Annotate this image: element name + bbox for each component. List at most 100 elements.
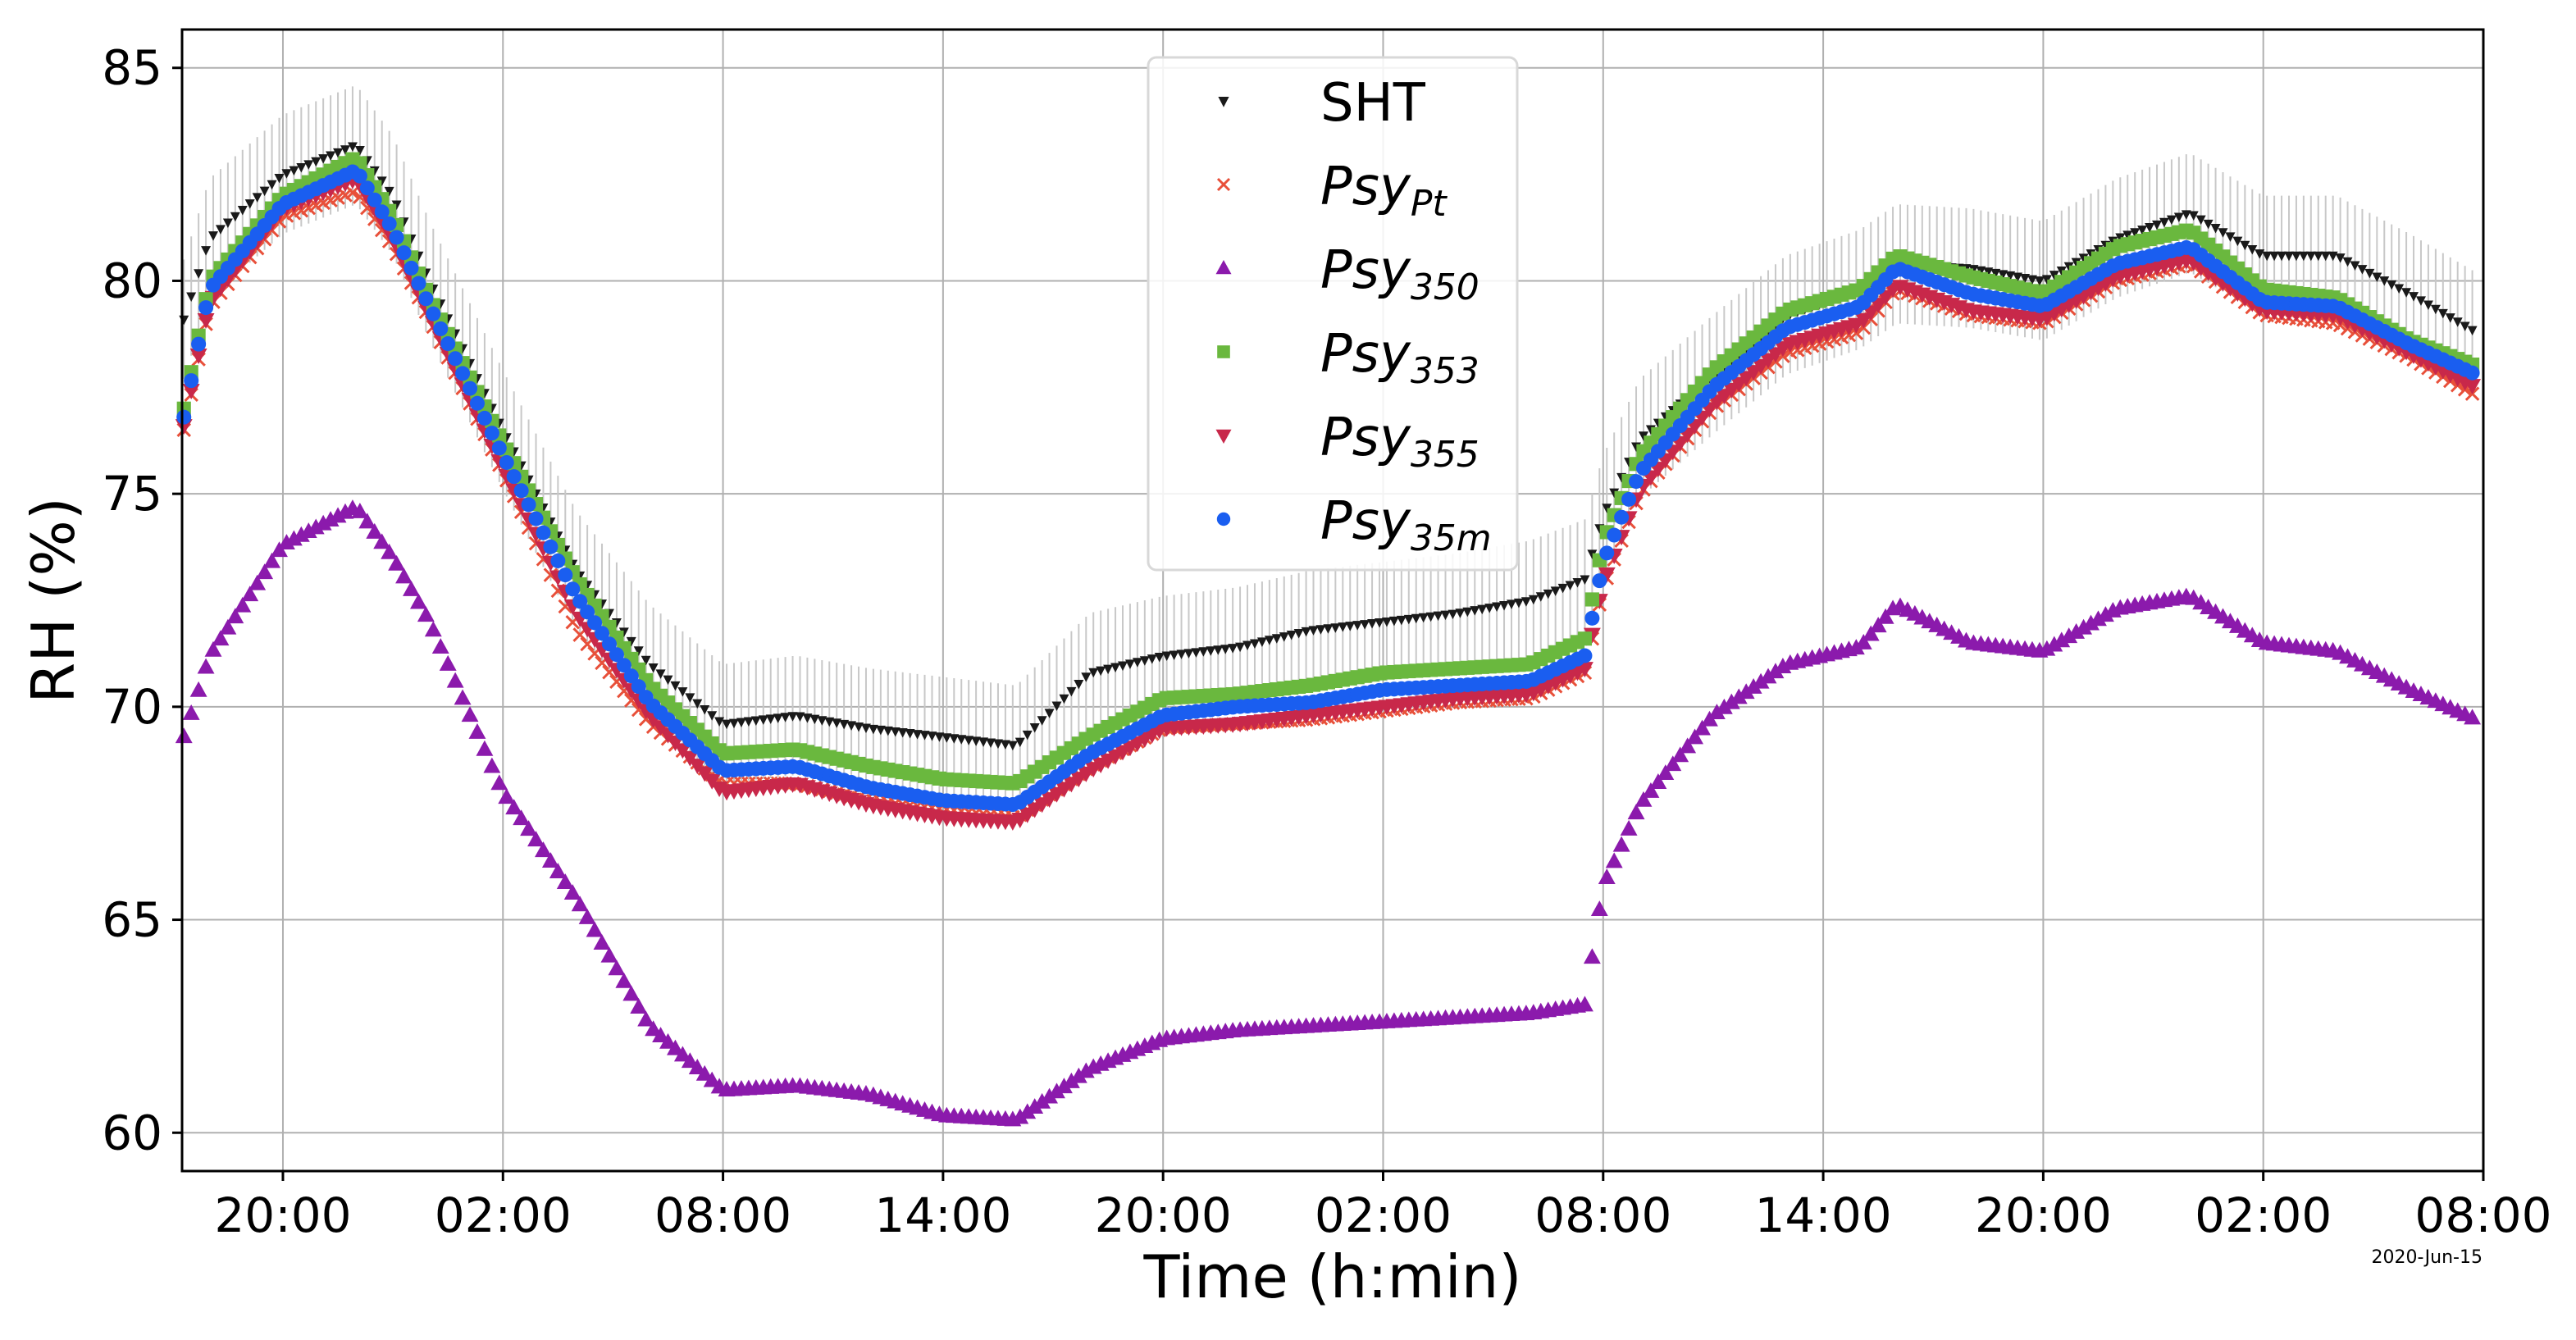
data-point — [376, 176, 387, 186]
data-point — [1598, 567, 1616, 583]
x-tick-label: 20:00 — [1095, 1187, 1232, 1243]
data-point — [396, 245, 412, 261]
data-point — [1176, 649, 1187, 659]
data-point — [490, 774, 508, 791]
data-point — [1577, 648, 1593, 663]
data-point — [1330, 623, 1341, 633]
data-point — [175, 727, 193, 744]
data-point — [527, 831, 545, 847]
data-point — [677, 687, 688, 697]
data-point — [2225, 232, 2236, 242]
data-point — [359, 180, 375, 196]
data-point — [685, 693, 695, 703]
data-point — [736, 718, 746, 728]
data-point — [403, 581, 420, 596]
data-point — [1730, 688, 1748, 704]
data-point — [912, 730, 923, 740]
data-point — [403, 260, 419, 276]
x-tick-labels: 20:00 02:00 08:00 14:00 20:00 02:00 08:00 14:00… — [214, 1171, 2552, 1243]
data-point — [2130, 228, 2141, 238]
data-point — [2166, 215, 2177, 226]
legend-marker-Psy_350 — [1215, 260, 1232, 275]
data-point — [2020, 274, 2031, 284]
data-point — [571, 896, 589, 912]
data-point — [1707, 704, 1726, 720]
data-point — [381, 543, 399, 559]
data-point — [578, 908, 596, 924]
x-tick-label: 14:00 — [1755, 1187, 1892, 1243]
data-point — [252, 193, 262, 203]
data-point — [1440, 610, 1451, 621]
data-point — [1048, 1082, 1065, 1099]
data-point — [1117, 661, 1128, 671]
data-point — [1627, 804, 1645, 820]
data-point — [663, 675, 673, 686]
data-point — [1513, 598, 1524, 608]
data-point — [1862, 625, 1880, 641]
data-point — [2078, 253, 2089, 263]
data-point — [670, 681, 681, 691]
series-Psy_35m — [176, 164, 2480, 813]
data-point — [367, 192, 382, 207]
data-point — [2291, 251, 2301, 262]
data-point — [2075, 618, 2093, 635]
data-point — [1154, 653, 1165, 663]
data-point — [389, 230, 404, 245]
data-point — [2137, 226, 2148, 235]
data-point — [615, 972, 633, 988]
data-point — [520, 820, 538, 836]
legend-marker-Psy_353 — [1217, 345, 1230, 358]
data-point — [352, 168, 367, 184]
data-point — [1235, 642, 1246, 653]
data-point — [2409, 292, 2419, 302]
data-point — [1132, 658, 1142, 668]
data-point — [1575, 662, 1593, 678]
data-point — [1271, 634, 1282, 644]
data-point — [184, 373, 199, 389]
data-point — [773, 713, 783, 723]
data-point — [1011, 1108, 1029, 1124]
data-point — [241, 586, 259, 602]
data-point — [1854, 633, 1872, 649]
data-point — [1715, 698, 1733, 714]
data-point — [212, 630, 230, 646]
y-tick-label: 75 — [102, 466, 162, 522]
data-point — [191, 336, 207, 352]
data-point — [1580, 575, 1590, 586]
legend-marker-Psy_355 — [1215, 429, 1232, 444]
data-point — [1308, 626, 1319, 636]
x-tick-label: 02:00 — [1315, 1187, 1452, 1243]
data-point — [1062, 1072, 1080, 1088]
data-point — [1055, 1078, 1073, 1094]
data-point — [411, 276, 426, 291]
data-point — [824, 717, 835, 727]
y-tick-label: 60 — [102, 1105, 162, 1160]
data-point — [483, 757, 501, 773]
data-point — [1019, 1103, 1037, 1119]
data-point — [267, 180, 277, 190]
data-point — [373, 533, 391, 549]
data-point — [609, 647, 624, 663]
data-point — [1029, 723, 1040, 733]
data-point — [1069, 1067, 1087, 1083]
data-point — [558, 567, 573, 583]
data-point — [618, 627, 629, 637]
data-point — [1584, 610, 1600, 626]
data-point — [1767, 663, 1785, 679]
data-point — [565, 581, 581, 597]
data-point — [1462, 607, 1473, 618]
data-point — [2122, 230, 2133, 240]
data-point — [809, 714, 820, 725]
data-point — [513, 483, 529, 499]
data-point — [688, 1059, 706, 1074]
data-point — [1418, 613, 1429, 623]
data-point — [941, 733, 952, 743]
data-point — [1323, 624, 1334, 634]
data-point — [1605, 852, 1623, 868]
legend-label-subscript: 353 — [1411, 350, 1479, 392]
data-point — [395, 567, 413, 584]
data-point — [198, 300, 214, 316]
legend-label-SHT: SHT — [1320, 73, 1426, 134]
data-point — [476, 740, 494, 756]
